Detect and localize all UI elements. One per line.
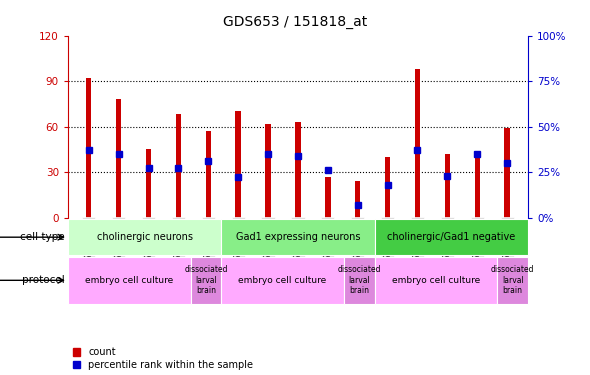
Text: GSM16955: GSM16955 [503,219,512,265]
Bar [375,257,497,304]
Bar [235,111,241,218]
Text: dissociated
larval
brain: dissociated larval brain [184,266,228,295]
Text: GSM16945: GSM16945 [114,219,123,265]
Bar [176,114,181,218]
Text: GDS653 / 151818_at: GDS653 / 151818_at [223,15,367,29]
Text: Gad1 expressing neurons: Gad1 expressing neurons [235,232,360,242]
Text: GSM16894: GSM16894 [413,219,422,265]
Text: GSM16946: GSM16946 [144,219,153,265]
Bar [325,177,330,218]
Bar [221,257,344,304]
Text: dissociated
larval
brain: dissociated larval brain [491,266,535,295]
Text: GSM16956: GSM16956 [353,219,362,265]
Text: dissociated
larval
brain: dissociated larval brain [337,266,381,295]
Bar [116,99,122,218]
Bar [445,154,450,218]
Text: GSM16947: GSM16947 [174,219,183,265]
Text: embryo cell culture: embryo cell culture [238,276,327,285]
Text: GSM16948: GSM16948 [204,219,213,265]
Text: GSM16950: GSM16950 [473,219,482,265]
Bar [68,219,221,255]
Text: GSM16952: GSM16952 [264,219,273,265]
Legend: count, percentile rank within the sample: count, percentile rank within the sample [73,347,253,370]
Text: cholinergic neurons: cholinergic neurons [97,232,192,242]
Text: cholinergic/Gad1 negative: cholinergic/Gad1 negative [387,232,516,242]
Bar [415,69,420,218]
Text: embryo cell culture: embryo cell culture [85,276,173,285]
Bar [68,257,191,304]
Bar [504,128,510,217]
Text: GSM16949: GSM16949 [443,219,452,265]
Bar [497,257,528,304]
Text: GSM16954: GSM16954 [323,219,332,265]
Bar [474,154,480,218]
Bar [266,123,271,218]
Bar [295,122,301,218]
Bar [205,131,211,218]
Text: embryo cell culture: embryo cell culture [392,276,480,285]
Bar [355,181,360,218]
Text: GSM16944: GSM16944 [84,219,93,265]
Bar [344,257,375,304]
Text: GSM16953: GSM16953 [293,219,303,265]
Text: cell type: cell type [20,232,65,242]
Bar [385,157,391,218]
Bar [191,257,221,304]
Text: GSM16951: GSM16951 [234,219,242,265]
Bar [86,78,91,218]
Bar [375,219,528,255]
Text: protocol: protocol [22,275,65,285]
Bar [221,219,375,255]
Text: GSM16893: GSM16893 [383,219,392,265]
Bar [146,149,151,217]
